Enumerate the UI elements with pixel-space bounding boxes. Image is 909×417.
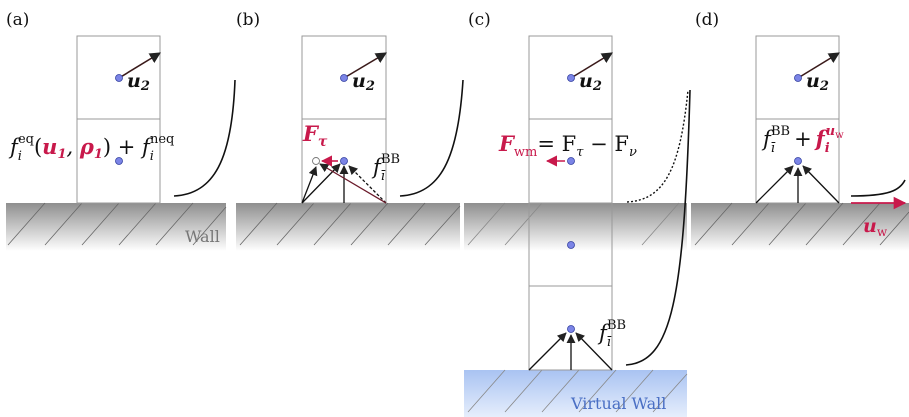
panel-d: (d) u2 fīBB + fiuw uw [691, 10, 909, 251]
u2-label-c: u2 [579, 70, 602, 94]
equilibrium-formula-a: fieq(u1, ρ1) + fineq [8, 132, 174, 164]
cell-bottom-a [76, 118, 161, 204]
velocity-arrow-a [118, 52, 161, 79]
node-4-c [567, 325, 575, 333]
u2-label-a: u2 [127, 70, 150, 94]
wall-hatch-d [694, 202, 909, 246]
stream-arrow-b-1 [301, 163, 341, 204]
virtual-wall-label: Virtual Wall [570, 394, 666, 413]
velocity-arrow-c [570, 52, 613, 79]
uw-label-d: uw [863, 215, 888, 239]
stream-arrow-c-1 [528, 332, 567, 371]
velocity-profile-d [850, 179, 906, 197]
wall-b [236, 203, 460, 251]
velocity-profile-b [399, 79, 464, 197]
force-label-b: Fτ [302, 121, 328, 150]
stream-arrow-d-1 [755, 165, 794, 204]
wall-c [464, 203, 687, 251]
panel-b-label: (b) [236, 10, 260, 30]
panel-a-label: (a) [6, 10, 29, 30]
node-3-c [567, 241, 575, 249]
wall-a [6, 203, 226, 251]
velocity-arrow-d [797, 52, 840, 79]
node-bottom-b [340, 157, 348, 165]
virtual-wall-c [464, 370, 687, 417]
node-top-d [794, 74, 802, 82]
ghost-node-b [312, 157, 320, 165]
panel-a: (a) u2 fieq(u1, ρ1) + fineq Wall [6, 10, 236, 251]
panel-b: (b) u2 Fτ fīBB [236, 10, 464, 251]
stream-arrow-b-4 [319, 163, 387, 204]
wall-hatch-b [239, 202, 461, 246]
node-bottom-d [794, 157, 802, 165]
wall-label-a: Wall [185, 227, 220, 246]
fbb-fu-formula-d: fīBB + fiuw [761, 124, 844, 156]
node-top-b [340, 74, 348, 82]
fbb-label-b: fīBB [371, 152, 400, 184]
stream-arrow-b-3 [301, 166, 318, 204]
panel-d-label: (d) [695, 10, 719, 30]
velocity-profile-dotted-c [626, 89, 689, 203]
wall-hatch-a [7, 202, 227, 246]
node-bottom-a [115, 157, 123, 165]
u2-label-b: u2 [352, 70, 375, 94]
stream-arrow-b-dashed [348, 165, 387, 204]
fbb-label-c: fīBB [597, 318, 626, 350]
panel-c: (c) u2 Fwm= Fτ − Fν fīBB Virtual Wall [464, 10, 691, 417]
node-top-a [115, 74, 123, 82]
force-label-c: Fwm= Fτ − Fν [498, 131, 637, 160]
node-2-c [567, 157, 575, 165]
velocity-profile-c [625, 89, 691, 366]
u2-label-d: u2 [806, 70, 829, 94]
wall-hatch-c [467, 202, 688, 413]
panel-c-label: (c) [468, 10, 491, 30]
velocity-profile-a [173, 79, 236, 197]
velocity-arrow-b [343, 52, 387, 79]
stream-arrow-c-3 [575, 332, 613, 371]
stream-arrow-d-3 [802, 165, 840, 204]
node-1-c [567, 74, 575, 82]
